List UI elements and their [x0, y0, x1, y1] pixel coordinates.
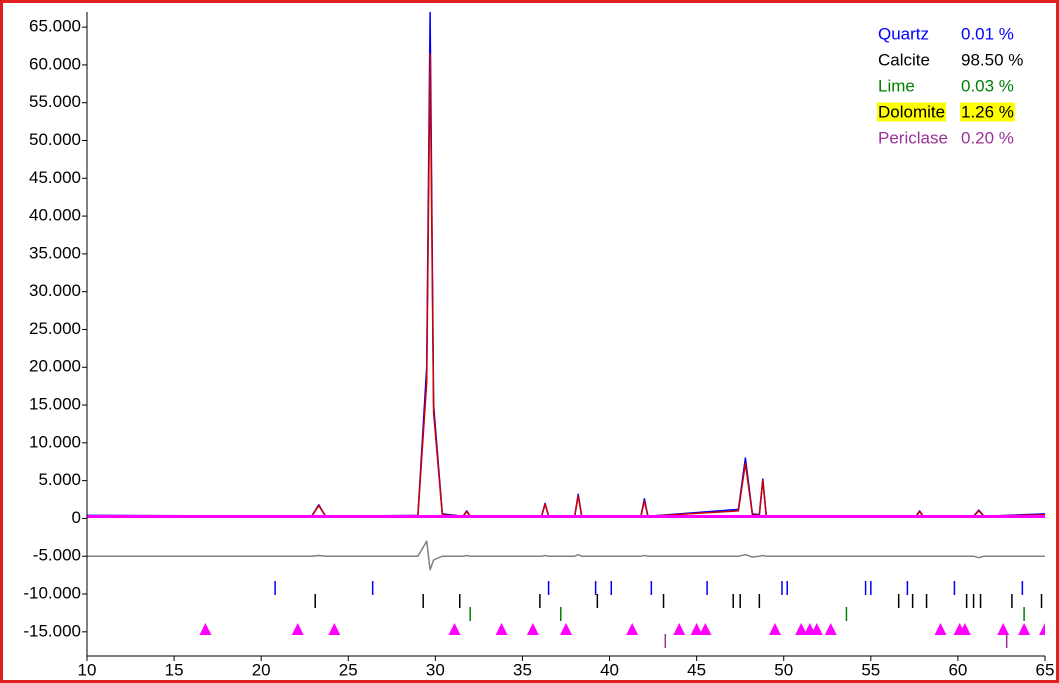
- x-tick-label: 15: [165, 660, 184, 679]
- y-tick-label: 25.000: [29, 319, 81, 338]
- reflection-marker: [810, 623, 823, 635]
- reflection-marker: [1018, 623, 1031, 635]
- y-tick-label: 15.000: [29, 395, 81, 414]
- legend-name: Quartz: [878, 24, 929, 43]
- x-tick-label: 50: [774, 660, 793, 679]
- pattern-line: [87, 52, 1045, 517]
- reflection-marker: [769, 623, 782, 635]
- reflection-marker: [328, 623, 341, 635]
- x-tick-label: 40: [600, 660, 619, 679]
- legend-name: Periclase: [878, 128, 948, 147]
- x-tick-label: 65: [1036, 660, 1055, 679]
- reflection-marker: [934, 623, 947, 635]
- pattern-line: [87, 540, 1045, 571]
- legend-amount: 1.26 %: [961, 102, 1014, 121]
- y-tick-label: 50.000: [29, 130, 81, 149]
- y-tick-label: 65.000: [29, 17, 81, 36]
- x-tick-label: 55: [861, 660, 880, 679]
- legend-name: Calcite: [878, 50, 930, 69]
- legend-name: Lime: [878, 76, 915, 95]
- y-tick-label: 10.000: [29, 432, 81, 451]
- legend-name: Dolomite: [878, 102, 945, 121]
- reflection-marker: [560, 623, 572, 635]
- reflection-marker: [495, 623, 508, 635]
- reflection-marker: [626, 623, 639, 635]
- x-tick-label: 10: [78, 660, 97, 679]
- y-tick-label: 60.000: [29, 54, 81, 73]
- reflection-marker: [526, 623, 539, 635]
- x-tick-label: 20: [252, 660, 271, 679]
- legend-amount: 0.20 %: [961, 128, 1014, 147]
- x-tick-label: 25: [339, 660, 358, 679]
- plot-area: [87, 12, 1045, 648]
- x-tick-label: 45: [687, 660, 706, 679]
- y-tick-label: -10.000: [23, 584, 81, 603]
- reflection-marker: [795, 623, 808, 635]
- reflection-marker: [291, 623, 304, 635]
- legend-highlight: [877, 102, 947, 122]
- reflection-marker: [824, 623, 837, 635]
- legend-highlight: [960, 102, 1015, 122]
- x-tick-label: 35: [513, 660, 532, 679]
- x-tick-label: 30: [426, 660, 445, 679]
- reflection-marker: [199, 623, 212, 635]
- y-tick-label: 40.000: [29, 206, 81, 225]
- y-tick-label: -5.000: [33, 546, 81, 565]
- y-tick-label: 45.000: [29, 168, 81, 187]
- y-tick-label: 35.000: [29, 243, 81, 262]
- y-tick-label: 20.000: [29, 357, 81, 376]
- legend-amount: 0.03 %: [961, 76, 1014, 95]
- reflection-marker: [1039, 623, 1045, 635]
- y-tick-label: 30.000: [29, 281, 81, 300]
- reflection-marker: [690, 623, 703, 635]
- legend-amount: 0.01 %: [961, 24, 1014, 43]
- reflection-marker: [958, 623, 971, 635]
- reflection-marker: [997, 623, 1010, 635]
- y-tick-label: 5.000: [38, 470, 81, 489]
- legend-amount: 98.50 %: [961, 50, 1023, 69]
- y-tick-label: -15.000: [23, 621, 81, 640]
- y-tick-label: 55.000: [29, 92, 81, 111]
- reflection-marker: [673, 623, 686, 635]
- y-tick-label: 0: [72, 508, 81, 527]
- reflection-marker: [448, 623, 461, 635]
- reflection-marker: [699, 623, 712, 635]
- x-tick-label: 60: [948, 660, 967, 679]
